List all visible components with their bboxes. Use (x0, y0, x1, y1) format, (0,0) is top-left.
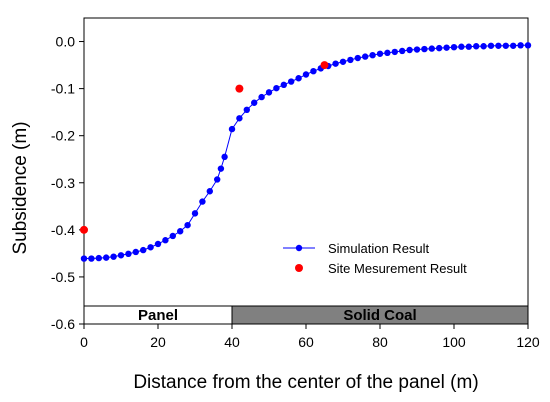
series-0-point-39 (362, 53, 369, 60)
series-0-point-49 (436, 44, 443, 52)
series-0-point-5 (117, 252, 125, 259)
series-0-point-25 (258, 93, 265, 101)
x-tick-label-3: 60 (298, 334, 314, 350)
series-0-point-43 (391, 48, 398, 56)
series-0-point-2 (95, 254, 103, 262)
series-0-point-47 (421, 45, 428, 53)
series-0-point-20 (221, 153, 228, 161)
series-0-point-15 (191, 210, 199, 217)
y-tick-label-3: -0.3 (51, 175, 75, 191)
y-tick-label-5: -0.5 (51, 269, 75, 285)
series-0-point-28 (280, 81, 287, 89)
series-layer (80, 42, 532, 262)
region-label-1: Solid Coal (343, 307, 416, 324)
x-tick-label-0: 0 (80, 334, 88, 350)
series-0-point-36 (339, 58, 347, 65)
series-0-point-11 (162, 237, 169, 244)
series-0-point-57 (495, 42, 502, 49)
regions-layer: Panel Solid Coal (83, 305, 529, 325)
series-0-point-16 (199, 198, 206, 205)
x-axis-title: Distance from the center of the panel (m… (133, 372, 478, 393)
series-0-point-10 (154, 240, 162, 248)
series-0-point-0 (80, 255, 88, 262)
x-tick-label-2: 40 (224, 334, 240, 350)
series-0-point-17 (206, 188, 213, 195)
series-0-point-23 (243, 106, 250, 114)
series-0-point-46 (413, 46, 421, 53)
series-0-point-22 (236, 115, 243, 122)
series-0-point-13 (177, 228, 184, 235)
series-1-point-2 (320, 61, 329, 70)
series-0-point-4 (110, 253, 117, 260)
y-axis-title: Subsidence (m) (10, 121, 31, 254)
series-0-point-30 (295, 75, 302, 82)
x-tick-label-4: 80 (372, 334, 388, 350)
series-0-point-53 (465, 43, 472, 50)
series-0-point-27 (273, 84, 280, 92)
series-0-point-1 (88, 255, 95, 262)
series-0-point-24 (251, 99, 258, 106)
series-0-point-60 (517, 42, 524, 49)
series-0-point-54 (473, 43, 480, 50)
series-0-point-26 (265, 89, 273, 96)
series-1-point-0 (80, 225, 88, 234)
series-0-point-6 (125, 250, 132, 258)
series-0-point-52 (458, 43, 465, 50)
legend-marker-site (295, 264, 303, 272)
legend: Simulation Result Site Mesurement Result (283, 241, 467, 276)
axes-layer: 0 20 40 60 80 100 120 0.0 -0.1 -0.2 -0.3 -0.4 -0.5 -0… (51, 17, 540, 350)
series-0-point-40 (369, 51, 376, 59)
series-0-point-42 (384, 49, 391, 57)
x-tick-label-6: 120 (516, 334, 540, 350)
series-0-point-58 (502, 42, 509, 49)
plot-frame (83, 17, 529, 325)
series-0-point-32 (310, 67, 317, 75)
legend-label-simulation: Simulation Result (328, 241, 430, 256)
x-tick-label-1: 20 (150, 334, 166, 350)
series-0-point-19 (217, 165, 225, 172)
series-0-point-9 (147, 244, 154, 251)
series-0-point-55 (480, 43, 487, 50)
y-tick-label-0: 0.0 (56, 34, 76, 50)
series-0-point-50 (443, 44, 450, 51)
series-0-point-35 (332, 60, 339, 67)
series-0-point-56 (487, 42, 495, 49)
series-0-point-51 (450, 43, 458, 51)
series-0-point-38 (354, 54, 361, 62)
series-0-point-3 (103, 254, 110, 261)
series-0-point-31 (302, 71, 310, 78)
series-0-point-41 (376, 50, 384, 57)
y-tick-label-2: -0.2 (51, 128, 75, 144)
y-tick-label-1: -0.1 (51, 81, 75, 97)
series-1-point-1 (235, 84, 244, 93)
series-0-point-59 (510, 42, 517, 49)
series-0-point-48 (428, 45, 435, 52)
x-tick-label-5: 100 (442, 334, 466, 350)
series-0-point-44 (399, 47, 406, 55)
series-0-point-14 (184, 221, 191, 229)
legend-label-site: Site Mesurement Result (328, 261, 467, 276)
legend-marker-simulation (295, 244, 303, 252)
series-0-point-12 (169, 232, 176, 240)
series-0-point-29 (288, 78, 295, 85)
series-0-point-21 (228, 125, 236, 133)
series-0-point-61 (524, 42, 532, 49)
y-tick-label-4: -0.4 (51, 222, 75, 238)
series-0-point-45 (406, 46, 413, 54)
region-label-0: Panel (138, 307, 178, 324)
series-0-point-8 (140, 246, 147, 254)
series-0-point-7 (132, 248, 139, 256)
series-0-point-18 (214, 176, 221, 183)
series-0-point-37 (347, 56, 354, 64)
y-tick-label-6: -0.6 (51, 316, 75, 332)
